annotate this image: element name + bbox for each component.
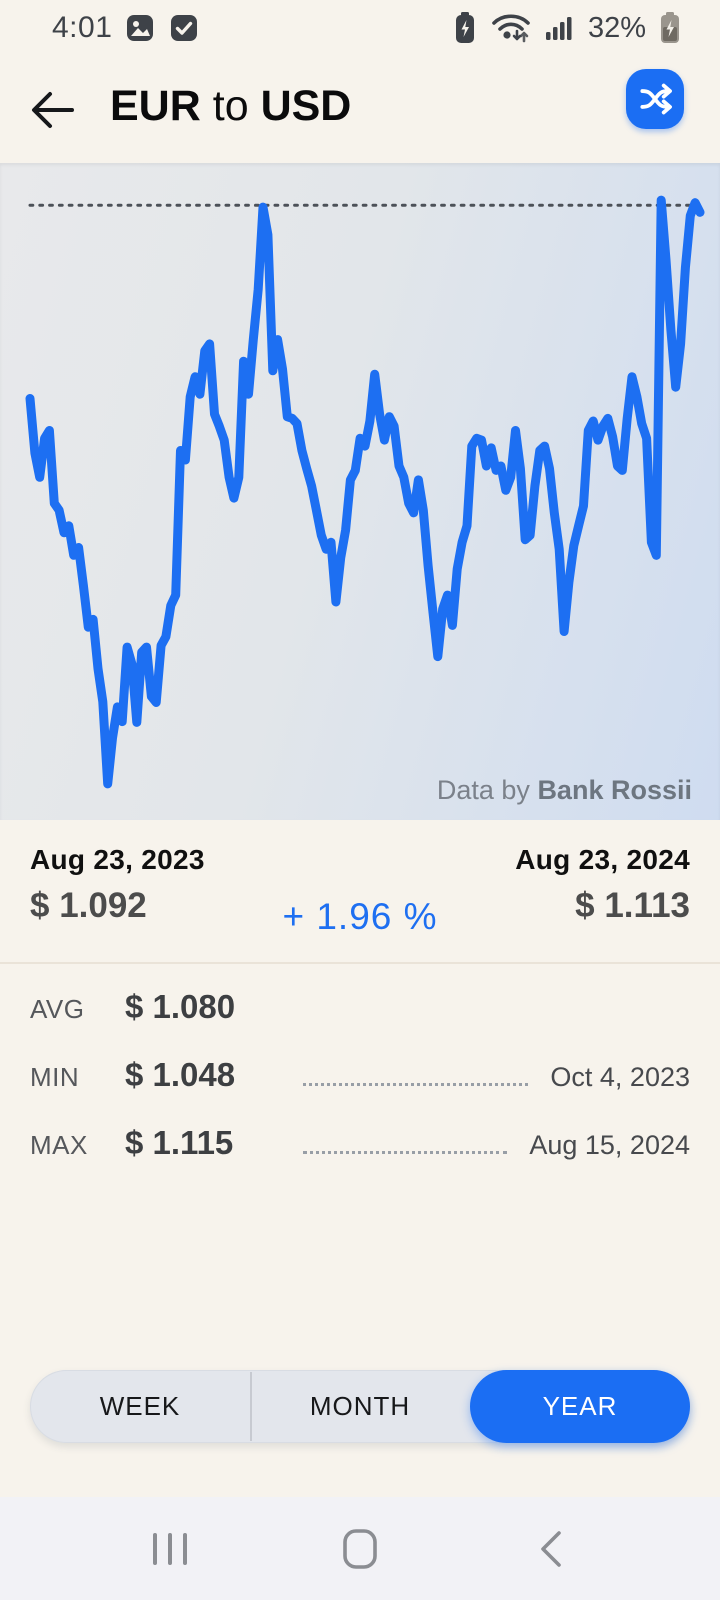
data-attribution: Data by Bank Rossii: [437, 775, 692, 806]
swap-currencies-button[interactable]: [626, 69, 684, 129]
range-option-year[interactable]: YEAR: [470, 1370, 690, 1443]
status-bar-left: 4:01: [52, 11, 200, 45]
end-value: $ 1.113: [575, 886, 690, 925]
status-bar: 4:01 32%: [0, 0, 720, 56]
page-title: EUR to USD: [110, 82, 351, 131]
back-icon: [541, 1530, 561, 1567]
section-divider: [0, 962, 720, 964]
start-summary: Aug 23, 2023 $ 1.092: [30, 844, 205, 926]
home-icon: [343, 1528, 377, 1569]
rate-line: [25, 195, 705, 789]
clock: 4:01: [52, 11, 113, 44]
stat-date: Aug 15, 2024: [529, 1130, 690, 1160]
rate-chart[interactable]: Data by Bank Rossii: [0, 163, 720, 820]
range-option-month[interactable]: MONTH: [250, 1370, 470, 1443]
back-button[interactable]: [28, 88, 76, 132]
stat-value: $ 1.080: [125, 988, 236, 1025]
stats-list: AVG $ 1.080 MIN $ 1.048 Oct 4, 2023 MAX …: [30, 988, 690, 1192]
signal-icon: [545, 17, 572, 40]
line-chart-svg: [25, 195, 706, 789]
header: EUR to USD: [0, 56, 720, 163]
stat-row-max: MAX $ 1.115 Aug 15, 2024: [30, 1124, 690, 1192]
shuffle-icon: [640, 83, 672, 115]
stat-date: Oct 4, 2023: [550, 1062, 690, 1092]
gallery-notification-icon: [127, 15, 154, 41]
nav-back-button[interactable]: [520, 1519, 580, 1579]
end-date: Aug 23, 2024: [515, 844, 690, 875]
home-button[interactable]: [330, 1519, 390, 1579]
currency-from: EUR: [110, 82, 201, 130]
range-option-week[interactable]: WEEK: [99, 1391, 181, 1421]
start-date: Aug 23, 2023: [30, 844, 205, 875]
system-nav-bar: [0, 1497, 720, 1600]
wifi-icon: [492, 14, 530, 43]
leader-line: [303, 1151, 508, 1154]
stat-label: MIN: [30, 1062, 80, 1092]
recents-button[interactable]: [140, 1519, 200, 1579]
start-value: $ 1.092: [30, 886, 147, 925]
title-connector: to: [212, 82, 249, 130]
checkbox-notification-icon: [171, 15, 198, 41]
battery-charging-icon: [661, 12, 679, 43]
stat-label: MAX: [30, 1130, 88, 1160]
stat-value: $ 1.115: [125, 1124, 234, 1161]
percent-change: + 1.96 %: [282, 896, 438, 937]
battery-saver-icon: [455, 12, 474, 43]
status-bar-right: 32%: [452, 11, 682, 45]
battery-percent: 32%: [587, 11, 646, 44]
recents-icon: [153, 1532, 187, 1565]
stat-row-avg: AVG $ 1.080: [30, 988, 690, 1056]
stat-row-min: MIN $ 1.048 Oct 4, 2023: [30, 1056, 690, 1124]
stat-label: AVG: [30, 994, 85, 1024]
leader-line: [303, 1083, 529, 1086]
attribution-source: Bank Rossii: [537, 775, 692, 805]
attribution-prefix: Data by: [436, 775, 538, 805]
currency-to: USD: [260, 82, 352, 130]
stat-value: $ 1.048: [125, 1056, 236, 1093]
period-summary: Aug 23, 2023 $ 1.092 + 1.96 % Aug 23, 20…: [0, 844, 720, 962]
range-selector: WEEK MONTH YEAR: [30, 1370, 690, 1443]
end-summary: Aug 23, 2024 $ 1.113: [515, 844, 690, 926]
